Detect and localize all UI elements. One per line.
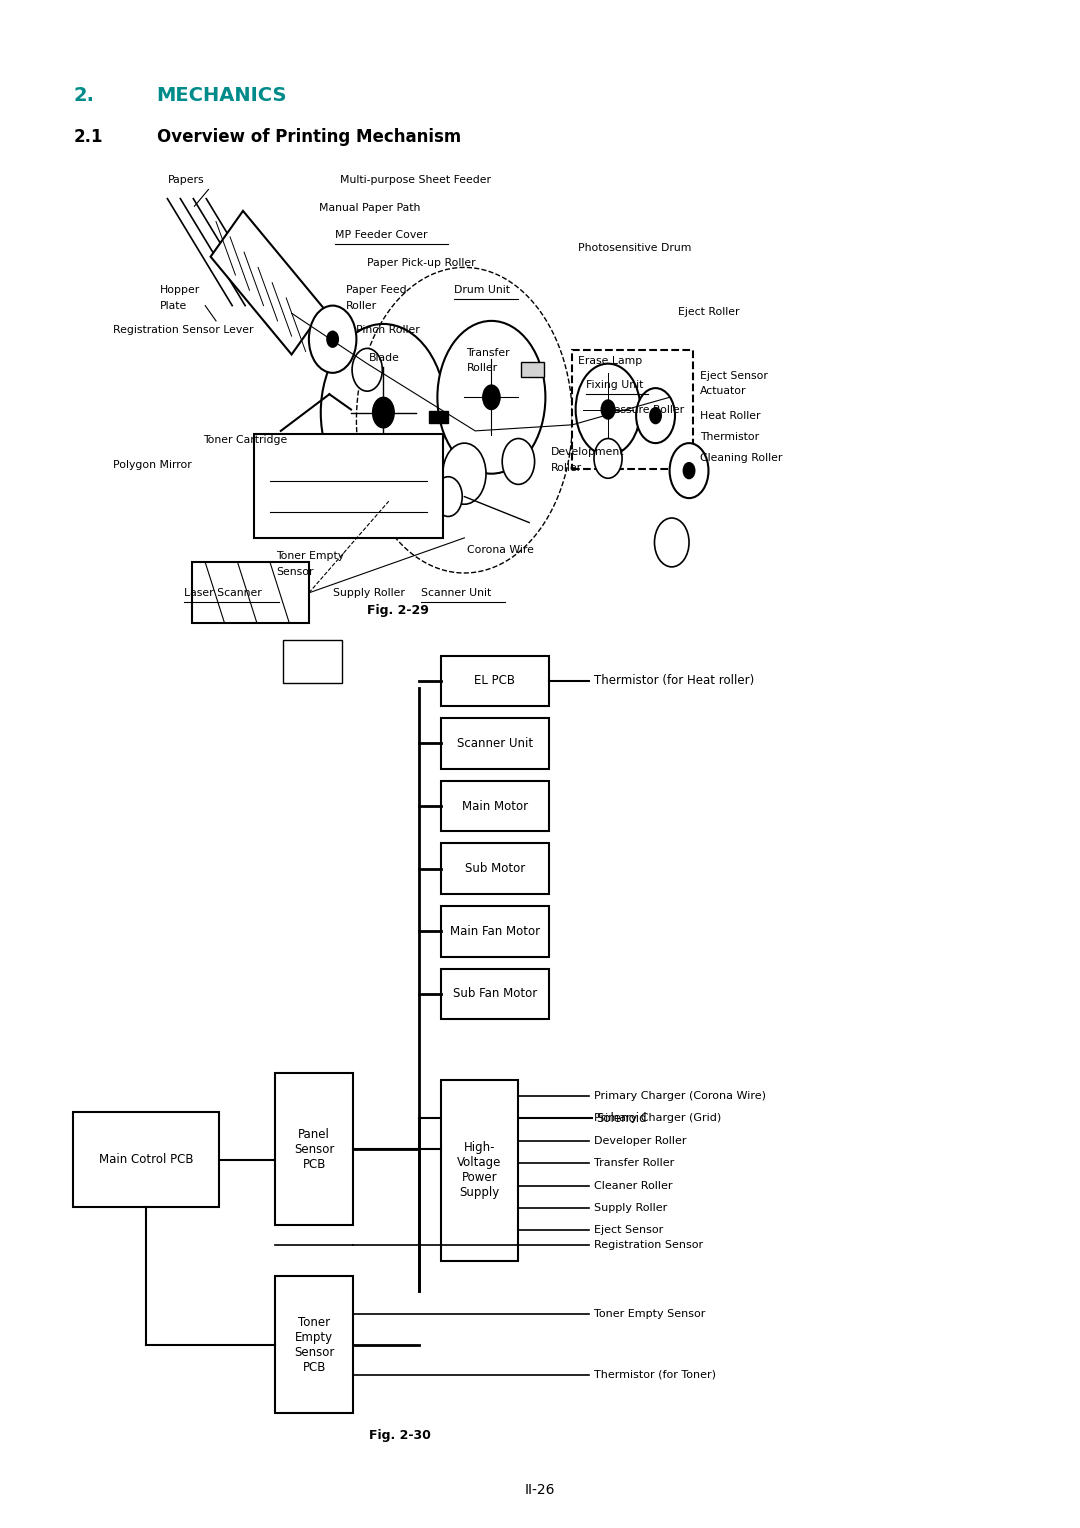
Circle shape [443,443,486,504]
Bar [283,640,342,683]
Text: Sensor: Sensor [276,567,314,576]
Text: Heat Roller: Heat Roller [700,411,760,420]
Polygon shape [211,211,324,354]
Text: Thermistor (for Toner): Thermistor (for Toner) [594,1371,716,1380]
Text: 2.1: 2.1 [73,128,103,147]
Bar [441,656,549,706]
Text: Eject Roller: Eject Roller [678,307,740,316]
Circle shape [309,306,356,373]
Text: II-26: II-26 [525,1484,555,1497]
Bar [73,1112,219,1207]
Circle shape [502,439,535,484]
Circle shape [483,385,500,410]
Bar [441,1080,518,1261]
Text: Eject Sensor: Eject Sensor [594,1225,663,1236]
Bar [275,1073,353,1225]
Text: Solenoid: Solenoid [596,1112,647,1125]
Circle shape [670,443,708,498]
Text: Polygon Mirror: Polygon Mirror [113,460,192,469]
Circle shape [327,332,338,347]
Text: Corona Wire: Corona Wire [467,545,534,555]
Text: Drum Unit: Drum Unit [454,286,510,295]
Text: Cleaning Roller: Cleaning Roller [700,454,782,463]
Text: Laser Scanner: Laser Scanner [184,588,261,597]
Text: Thermistor (for Heat roller): Thermistor (for Heat roller) [594,674,754,688]
Circle shape [636,388,675,443]
Bar [441,906,549,957]
Text: Supply Roller: Supply Roller [333,588,405,597]
Circle shape [576,364,640,455]
Text: 2.: 2. [73,86,94,104]
Circle shape [321,324,446,501]
Bar [441,843,549,894]
Text: Thermistor: Thermistor [700,432,759,442]
Text: Plate: Plate [160,301,187,310]
Text: Erase Lamp: Erase Lamp [578,356,642,365]
Circle shape [434,477,462,516]
Bar [275,1276,353,1413]
Text: Toner Empty Sensor: Toner Empty Sensor [594,1309,705,1319]
Circle shape [602,400,615,419]
Text: Eject Sensor: Eject Sensor [700,371,768,380]
Bar [441,718,549,769]
Text: Photosensitive Drum: Photosensitive Drum [578,243,691,252]
Text: EL PCB: EL PCB [474,674,515,688]
Text: Roller: Roller [551,463,582,472]
Text: Main Motor: Main Motor [461,799,528,813]
Bar [429,411,448,423]
Bar [441,969,549,1019]
Text: High-
Voltage
Power
Supply: High- Voltage Power Supply [457,1141,502,1199]
Text: Transfer: Transfer [467,348,510,358]
Text: Sub Motor: Sub Motor [464,862,525,876]
Text: Papers: Papers [167,176,204,185]
Bar [192,562,309,623]
Text: Main Fan Motor: Main Fan Motor [449,924,540,938]
Circle shape [437,321,545,474]
Bar [254,434,443,538]
Bar [441,781,549,831]
Text: Toner
Empty
Sensor
PCB: Toner Empty Sensor PCB [294,1316,335,1374]
Text: Primary Charger (Corona Wire): Primary Charger (Corona Wire) [594,1091,766,1100]
Circle shape [352,348,382,391]
Text: Paper Feed: Paper Feed [346,286,406,295]
Text: Pressure Roller: Pressure Roller [603,405,684,414]
Text: Hopper: Hopper [160,286,200,295]
Text: Fixing Unit: Fixing Unit [586,380,644,390]
Text: Developer Roller: Developer Roller [594,1135,687,1146]
Text: Primary Charger (Grid): Primary Charger (Grid) [594,1112,721,1123]
Text: Registration Sensor: Registration Sensor [594,1241,703,1250]
Bar [572,350,693,469]
Text: MP Feeder Cover: MP Feeder Cover [335,231,428,240]
Circle shape [654,518,689,567]
Bar [521,362,544,377]
Text: Overview of Printing Mechanism: Overview of Printing Mechanism [157,128,461,147]
Text: Fig. 2-29: Fig. 2-29 [366,604,429,617]
Text: Scanner Unit: Scanner Unit [421,588,491,597]
Text: Pinch Roller: Pinch Roller [356,325,420,335]
Text: Toner Cartridge: Toner Cartridge [203,435,287,445]
Circle shape [373,397,394,428]
Text: Sub Fan Motor: Sub Fan Motor [453,987,537,1001]
Text: Scanner Unit: Scanner Unit [457,736,532,750]
Text: Roller: Roller [467,364,498,373]
Circle shape [684,463,694,478]
Text: Panel
Sensor
PCB: Panel Sensor PCB [294,1128,335,1170]
Text: Roller: Roller [346,301,377,310]
Circle shape [594,439,622,478]
Text: Supply Roller: Supply Roller [594,1203,667,1213]
Text: Paper Pick-up Roller: Paper Pick-up Roller [367,258,476,267]
Text: Actuator: Actuator [700,387,746,396]
Text: Multi-purpose Sheet Feeder: Multi-purpose Sheet Feeder [340,176,491,185]
Text: Registration Sensor Lever: Registration Sensor Lever [113,325,254,335]
Text: MECHANICS: MECHANICS [157,86,287,104]
Text: Blade: Blade [369,353,401,362]
Circle shape [650,408,661,423]
Text: Main Cotrol PCB: Main Cotrol PCB [99,1154,193,1166]
Text: Manual Paper Path: Manual Paper Path [319,203,420,212]
Text: Transfer Roller: Transfer Roller [594,1158,674,1167]
Text: Cleaner Roller: Cleaner Roller [594,1181,673,1190]
Text: Toner Empty: Toner Empty [276,552,345,561]
Text: Development: Development [551,448,624,457]
Text: Fig. 2-30: Fig. 2-30 [368,1429,431,1442]
